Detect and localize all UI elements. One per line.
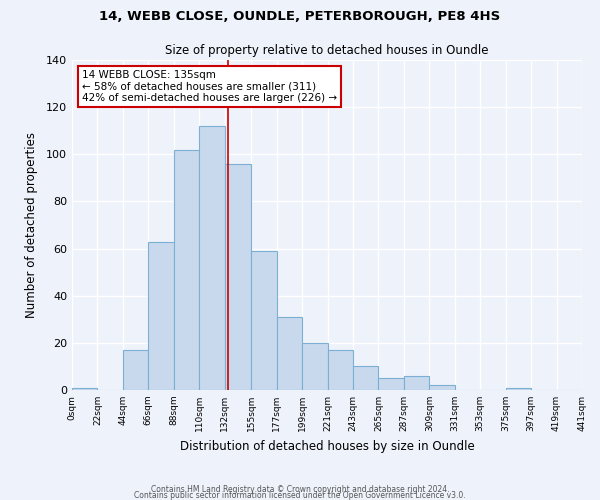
Bar — [72, 388, 97, 390]
Bar — [277, 317, 302, 390]
Bar — [430, 386, 455, 390]
Bar — [148, 242, 174, 390]
Bar — [506, 388, 531, 390]
Bar — [199, 126, 224, 390]
Bar — [302, 343, 328, 390]
Bar — [224, 164, 251, 390]
Y-axis label: Number of detached properties: Number of detached properties — [25, 132, 38, 318]
Text: 14, WEBB CLOSE, OUNDLE, PETERBOROUGH, PE8 4HS: 14, WEBB CLOSE, OUNDLE, PETERBOROUGH, PE… — [100, 10, 500, 23]
X-axis label: Distribution of detached houses by size in Oundle: Distribution of detached houses by size … — [179, 440, 475, 452]
Text: 14 WEBB CLOSE: 135sqm
← 58% of detached houses are smaller (311)
42% of semi-det: 14 WEBB CLOSE: 135sqm ← 58% of detached … — [82, 70, 337, 103]
Title: Size of property relative to detached houses in Oundle: Size of property relative to detached ho… — [165, 44, 489, 58]
Bar — [404, 376, 430, 390]
Text: Contains HM Land Registry data © Crown copyright and database right 2024.: Contains HM Land Registry data © Crown c… — [151, 484, 449, 494]
Bar — [251, 251, 277, 390]
Bar — [174, 150, 199, 390]
Bar — [328, 350, 353, 390]
Bar — [379, 378, 404, 390]
Text: Contains public sector information licensed under the Open Government Licence v3: Contains public sector information licen… — [134, 490, 466, 500]
Bar — [353, 366, 379, 390]
Bar — [123, 350, 148, 390]
